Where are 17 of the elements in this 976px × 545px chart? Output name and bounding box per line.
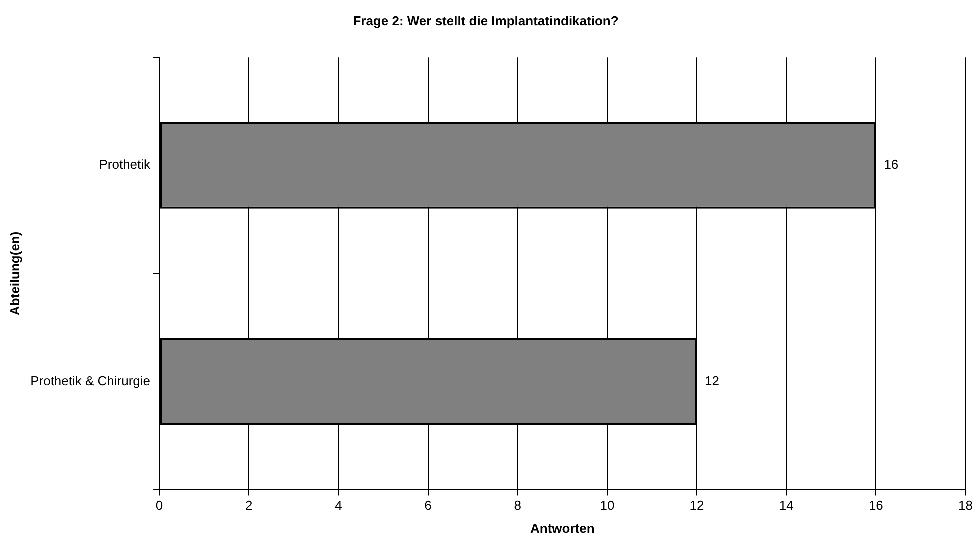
x-tick-label: 0 <box>156 498 164 514</box>
x-axis-title: Antworten <box>530 520 595 536</box>
x-tick-label: 4 <box>335 498 342 514</box>
y-tick-label: Prothetik <box>99 157 152 172</box>
x-tick-label: 14 <box>779 498 794 514</box>
chart-title: Frage 2: Wer stellt die Implantatindikation? <box>353 13 619 28</box>
x-tick-label: 12 <box>690 498 704 514</box>
y-tick-label: Prothetik & Chirurgie <box>30 373 151 388</box>
x-tick-label: 16 <box>868 498 884 514</box>
x-tick-label: 10 <box>600 498 615 514</box>
x-tick-label: 2 <box>246 498 253 514</box>
x-tick-label: 8 <box>514 498 522 514</box>
y-axis-title: Abteilung(en) <box>7 232 22 316</box>
data-label: 12 <box>705 373 720 388</box>
x-tick-label: 6 <box>424 498 432 514</box>
x-tick-label: 18 <box>958 498 974 514</box>
data-label: 16 <box>884 157 899 172</box>
